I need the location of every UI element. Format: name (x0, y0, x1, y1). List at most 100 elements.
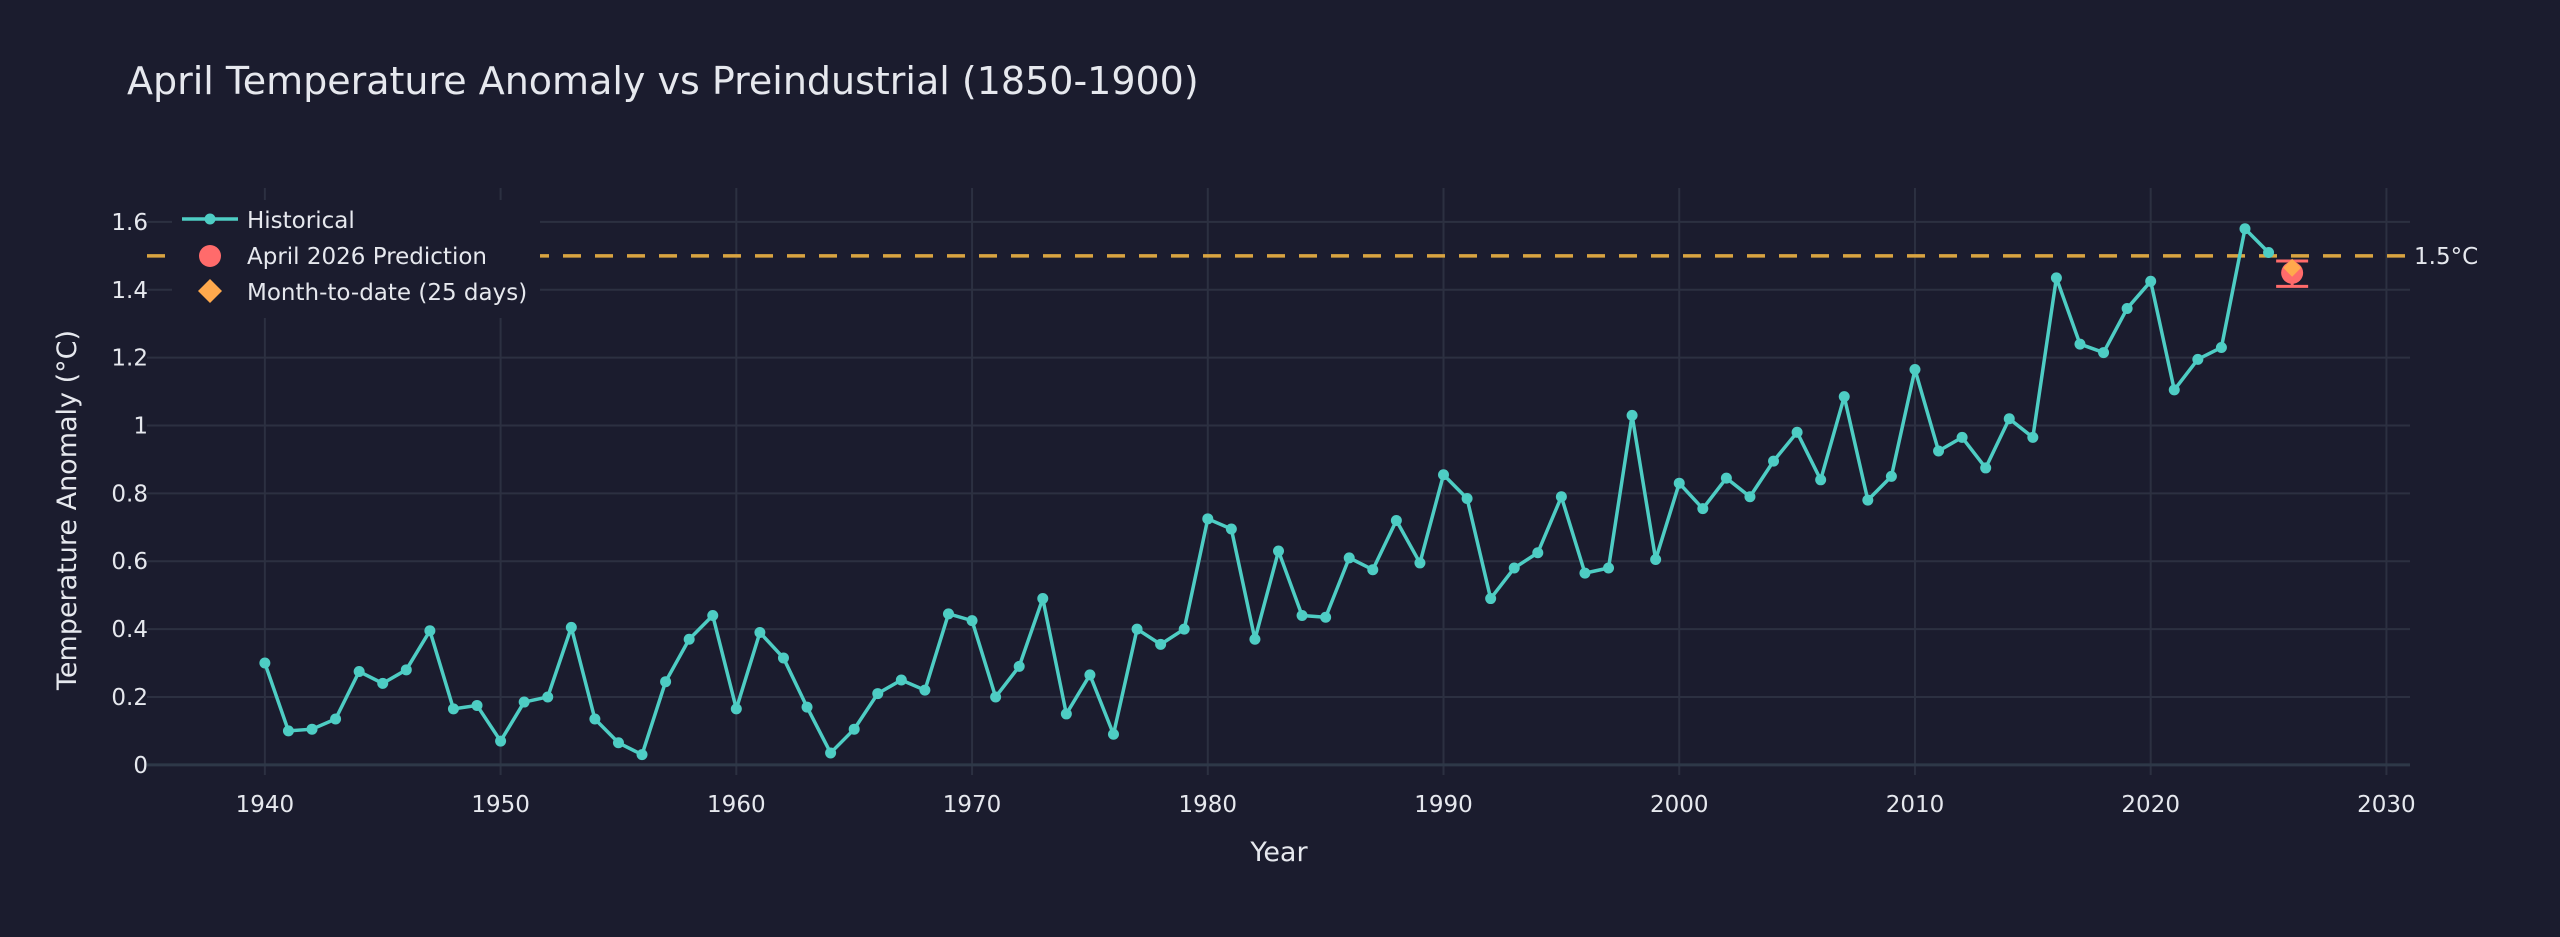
legend-label-historical: Historical (247, 208, 355, 234)
y-tick-label-3: 0.6 (111, 549, 148, 575)
historical-point-1940 (259, 657, 271, 669)
y-tick-label-4: 0.8 (111, 481, 148, 507)
historical-point-1943 (330, 713, 342, 725)
historical-point-1974 (1060, 708, 1072, 720)
historical-point-2014 (2003, 413, 2015, 425)
historical-point-1963 (801, 701, 813, 713)
historical-point-2012 (1956, 431, 1968, 443)
x-tick-label-1970: 1970 (943, 792, 1002, 818)
historical-point-1955 (612, 737, 624, 749)
historical-point-1964 (825, 747, 837, 759)
historical-point-1987 (1367, 564, 1379, 576)
y-tick-label-5: 1 (133, 414, 148, 440)
legend-item-prediction[interactable]: April 2026 Prediction (199, 244, 487, 270)
historical-point-2024 (2239, 223, 2251, 235)
historical-point-2009 (1885, 470, 1897, 482)
historical-point-2019 (2121, 302, 2133, 314)
legend-historical-marker (204, 213, 216, 225)
historical-point-1980 (1202, 513, 1214, 525)
x-tick-label-1990: 1990 (1414, 792, 1473, 818)
historical-point-1976 (1107, 728, 1119, 740)
x-tick-label-1980: 1980 (1179, 792, 1238, 818)
legend-item-month-to-date[interactable]: Month-to-date (25 days) (198, 279, 527, 306)
legend-prediction-marker (199, 245, 221, 267)
historical-point-2025 (2263, 246, 2275, 258)
y-tick-label-2: 0.4 (111, 617, 148, 643)
historical-point-1941 (282, 725, 294, 737)
historical-point-1961 (754, 626, 766, 638)
historical-point-1946 (400, 664, 412, 676)
x-tick-label-1950: 1950 (471, 792, 530, 818)
x-tick-label-2010: 2010 (1886, 792, 1945, 818)
historical-point-1945 (377, 677, 389, 689)
historical-point-2003 (1744, 491, 1756, 503)
historical-point-2000 (1673, 477, 1685, 489)
historical-point-1982 (1249, 633, 1261, 645)
historical-point-1984 (1296, 610, 1308, 622)
historical-point-2010 (1909, 364, 1921, 376)
y-tick-label-7: 1.4 (111, 278, 148, 304)
historical-point-1990 (1438, 469, 1450, 481)
historical-point-1967 (895, 674, 907, 686)
legend-item-historical[interactable]: Historical (182, 208, 355, 234)
legend-month-to-date-marker (198, 279, 222, 303)
historical-point-1983 (1273, 545, 1284, 557)
historical-point-1994 (1532, 547, 1544, 559)
x-tick-label-1940: 1940 (236, 792, 295, 818)
x-tick-label-2030: 2030 (2357, 792, 2416, 818)
historical-point-1970 (966, 615, 978, 627)
y-axis-ticks: 0 0.2 0.4 0.6 0.8 1 1.2 1.4 1.6 (111, 210, 148, 779)
threshold-label: 1.5°C (2414, 244, 2478, 270)
historical-point-2017 (2074, 338, 2086, 350)
x-tick-label-2020: 2020 (2121, 792, 2180, 818)
historical-point-2021 (2168, 384, 2180, 396)
historical-point-1953 (565, 621, 577, 633)
x-axis-title: Year (1249, 837, 1308, 868)
historical-point-2023 (2215, 341, 2227, 353)
x-axis-ticks: 1940 1950 1960 1970 1980 1990 2000 2010 2020 2030 (236, 792, 2416, 818)
legend-label-month-to-date: Month-to-date (25 days) (247, 280, 527, 306)
legend: Historical April 2026 Prediction Month-t… (172, 200, 540, 318)
historical-point-1969 (942, 608, 954, 620)
y-tick-label-8: 1.6 (111, 210, 148, 236)
historical-point-1988 (1390, 515, 1402, 527)
historical-point-2006 (1815, 474, 1827, 486)
historical-point-1991 (1461, 492, 1473, 504)
historical-point-1944 (353, 666, 365, 678)
historical-line (263, 226, 2270, 757)
historical-point-1960 (730, 703, 742, 715)
historical-point-2005 (1791, 426, 1803, 438)
historical-point-1985 (1320, 611, 1332, 623)
historical-point-2018 (2098, 347, 2110, 359)
historical-point-1957 (660, 676, 672, 688)
historical-point-1956 (636, 749, 648, 761)
historical-point-2007 (1838, 391, 1850, 403)
historical-point-1977 (1131, 623, 1143, 635)
historical-point-1998 (1626, 409, 1638, 421)
historical-point-1949 (471, 699, 483, 711)
x-tick-label-2000: 2000 (1650, 792, 1709, 818)
historical-point-1952 (542, 691, 554, 703)
historical-point-1996 (1579, 567, 1591, 579)
historical-point-1989 (1414, 557, 1426, 569)
historical-point-1975 (1084, 669, 1096, 681)
historical-point-2022 (2192, 353, 2204, 365)
historical-point-1959 (707, 610, 719, 622)
historical-point-1965 (848, 723, 860, 735)
y-tick-label-0: 0 (133, 753, 148, 779)
historical-point-1968 (919, 684, 931, 696)
historical-point-2011 (1933, 445, 1945, 457)
threshold-layer: 1.5°C (147, 244, 2478, 270)
historical-point-2020 (2145, 275, 2157, 287)
historical-point-1971 (990, 691, 1002, 703)
historical-point-1993 (1508, 562, 1520, 574)
legend-label-prediction: April 2026 Prediction (247, 244, 487, 270)
historical-point-1950 (495, 735, 507, 747)
historical-point-1947 (424, 625, 436, 637)
historical-point-1962 (777, 652, 789, 664)
series-layer (259, 223, 2309, 761)
chart-title: April Temperature Anomaly vs Preindustri… (127, 59, 1199, 103)
historical-point-1999 (1650, 554, 1662, 566)
x-tick-label-1960: 1960 (707, 792, 766, 818)
